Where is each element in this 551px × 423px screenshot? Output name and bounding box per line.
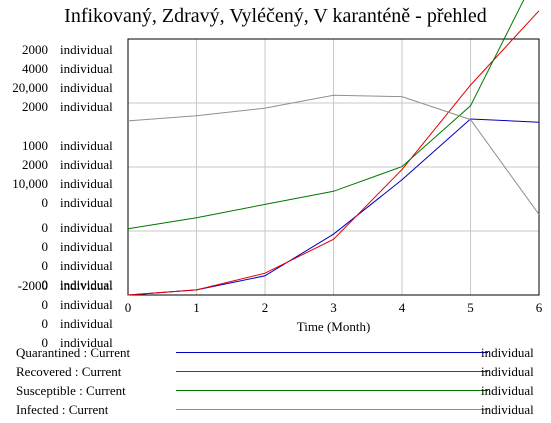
y-tick-label: 10,000 individual bbox=[0, 177, 125, 193]
y-tick-value: 4000 bbox=[22, 61, 48, 76]
y-tick-unit: individual bbox=[60, 239, 113, 254]
y-tick-value: 0 bbox=[41, 258, 49, 273]
y-tick-label: 2000 individual bbox=[0, 43, 125, 59]
legend-line-swatch bbox=[176, 352, 488, 353]
legend-label: Quarantined : Current bbox=[16, 345, 131, 360]
y-tick-value: 10,000 bbox=[12, 176, 48, 191]
y-tick-value: 0 bbox=[41, 220, 49, 235]
plot-frame bbox=[127, 38, 540, 296]
x-tick-label: 0 bbox=[124, 300, 132, 315]
x-tick-label: 2 bbox=[261, 300, 269, 315]
series-line-infected bbox=[127, 94, 540, 215]
y-tick-label: 0 individual bbox=[0, 336, 125, 352]
y-tick-label: 0 individual bbox=[0, 196, 125, 212]
series-line-recovered bbox=[127, 10, 540, 296]
x-tick-label: 1 bbox=[193, 300, 200, 315]
y-tick-value: 1000 bbox=[22, 138, 48, 153]
y-tick-label: 4000 individual bbox=[0, 62, 125, 78]
legend-label: Recovered : Current bbox=[16, 364, 122, 379]
x-tick-label: 4 bbox=[398, 300, 406, 315]
legend-entry: Recovered : Current individual bbox=[16, 364, 540, 380]
y-tick-unit: individual bbox=[60, 195, 113, 210]
x-axis-label: Time (Month) bbox=[296, 319, 371, 334]
y-tick-value: 0 bbox=[41, 335, 49, 350]
y-tick-value: 2000 bbox=[22, 157, 48, 172]
y-tick-label: 0 individual bbox=[0, 317, 125, 333]
y-tick-label: 0 individual bbox=[0, 240, 125, 256]
legend-line-swatch bbox=[176, 390, 488, 391]
y-tick-unit: individual bbox=[60, 138, 113, 153]
chart-title: Infikovaný, Zdravý, Vyléčený, V karantén… bbox=[64, 5, 487, 27]
legend-unit: individual bbox=[481, 364, 534, 379]
legend-label: Susceptible : Current bbox=[16, 383, 126, 398]
legend-unit: individual bbox=[481, 402, 534, 417]
y-tick-value: 0 bbox=[41, 316, 49, 331]
y-tick-label: -2000 individual bbox=[0, 279, 125, 295]
y-tick-unit: individual bbox=[60, 316, 113, 331]
series-lines bbox=[127, 0, 540, 296]
x-tick-label: 3 bbox=[330, 300, 337, 315]
y-tick-unit: individual bbox=[60, 99, 113, 114]
y-tick-unit: individual bbox=[60, 278, 113, 293]
y-tick-label: 0 individual bbox=[0, 221, 125, 237]
y-tick-unit: individual bbox=[60, 297, 113, 312]
series-line-susceptible bbox=[127, 0, 525, 230]
legend-entry: Quarantined : Current individual bbox=[16, 345, 540, 361]
legend-unit: individual bbox=[481, 383, 534, 398]
y-tick-label: 20,000 individual bbox=[0, 81, 125, 97]
y-tick-value: 0 bbox=[41, 277, 49, 292]
legend-line-swatch bbox=[176, 371, 488, 372]
y-tick-unit: individual bbox=[60, 42, 113, 57]
y-tick-value: 0 bbox=[41, 297, 49, 312]
legend-label: Infected : Current bbox=[16, 402, 109, 417]
y-tick-unit: individual bbox=[60, 258, 113, 273]
y-tick-label: 0 individual bbox=[0, 278, 125, 294]
y-tick-label: 1000 individual bbox=[0, 139, 125, 155]
y-tick-label: 0 individual bbox=[0, 298, 125, 314]
y-tick-value: 2000 bbox=[22, 42, 48, 57]
legend-line-swatch bbox=[176, 409, 488, 410]
y-tick-label: 2000 individual bbox=[0, 158, 125, 174]
y-tick-unit: individual bbox=[60, 335, 113, 350]
y-tick-label: 2000 individual bbox=[0, 100, 125, 116]
legend-entry: Susceptible : Current individual bbox=[16, 383, 540, 399]
y-tick-value: 20,000 bbox=[12, 80, 48, 95]
y-tick-value: -2000 bbox=[17, 278, 48, 293]
legend-entry: Infected : Current individual bbox=[16, 402, 540, 418]
x-tick-label: 6 bbox=[535, 300, 543, 315]
y-tick-value: 0 bbox=[41, 195, 49, 210]
x-tick-label: 5 bbox=[467, 300, 474, 315]
y-tick-value: 2000 bbox=[22, 99, 48, 114]
y-tick-label: 0 individual bbox=[0, 259, 125, 275]
y-tick-value: 0 bbox=[41, 239, 49, 254]
y-tick-unit: individual bbox=[60, 220, 113, 235]
y-tick-unit: individual bbox=[60, 176, 113, 191]
y-tick-unit: individual bbox=[60, 61, 113, 76]
y-tick-unit: individual bbox=[60, 157, 113, 172]
y-tick-unit: individual bbox=[60, 277, 113, 292]
y-tick-unit: individual bbox=[60, 80, 113, 95]
legend-unit: individual bbox=[481, 345, 534, 360]
